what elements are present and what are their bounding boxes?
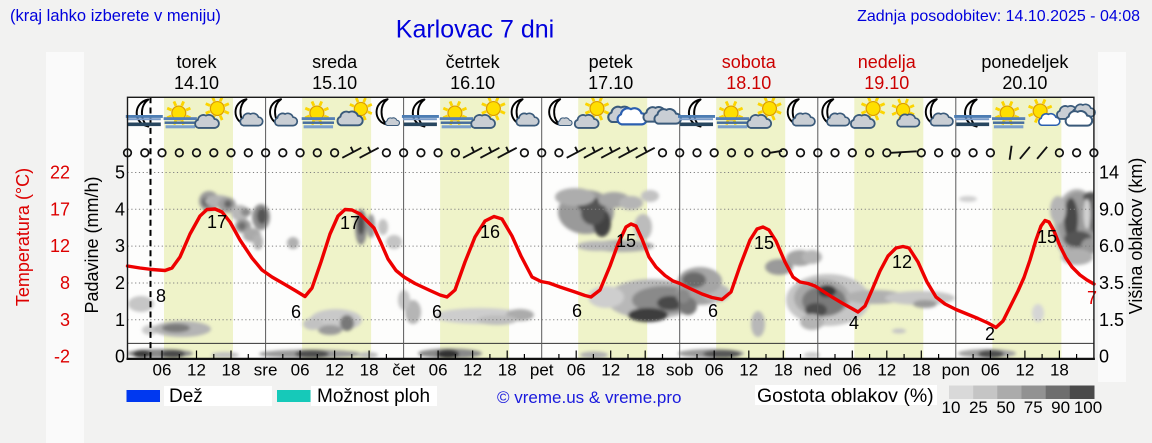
svg-text:17: 17: [340, 213, 360, 233]
svg-text:Zadnja posodobitev: 14.10.2025: Zadnja posodobitev: 14.10.2025 - 04:08: [857, 8, 1140, 25]
svg-text:četrtek: četrtek: [446, 52, 501, 72]
svg-text:12: 12: [877, 361, 896, 380]
svg-text:25: 25: [969, 398, 988, 417]
svg-text:Karlovac 7 dni: Karlovac 7 dni: [396, 16, 554, 44]
svg-text:12: 12: [601, 361, 620, 380]
svg-text:4: 4: [849, 313, 859, 333]
svg-text:22: 22: [50, 163, 70, 183]
svg-text:17: 17: [50, 199, 70, 219]
svg-text:19.10: 19.10: [864, 73, 909, 93]
svg-text:1: 1: [115, 310, 125, 330]
svg-text:7: 7: [1087, 288, 1097, 308]
svg-text:12: 12: [739, 361, 758, 380]
svg-text:06: 06: [567, 361, 586, 380]
svg-text:Višina oblakov (km): Višina oblakov (km): [1126, 158, 1146, 315]
svg-text:06: 06: [291, 361, 310, 380]
svg-text:06: 06: [981, 361, 1000, 380]
svg-text:3: 3: [115, 236, 125, 256]
svg-text:2: 2: [985, 324, 995, 344]
svg-text:50: 50: [996, 398, 1015, 417]
svg-text:2: 2: [115, 273, 125, 293]
svg-text:6: 6: [572, 301, 582, 321]
svg-text:18: 18: [636, 361, 655, 380]
svg-text:4: 4: [115, 199, 125, 219]
svg-text:nedelja: nedelja: [858, 52, 917, 72]
svg-text:18: 18: [498, 361, 517, 380]
svg-text:06: 06: [705, 361, 724, 380]
svg-text:9.0: 9.0: [1099, 199, 1124, 219]
svg-text:8: 8: [60, 273, 70, 293]
svg-text:14: 14: [1099, 163, 1119, 183]
svg-text:(kraj lahko izberete v meniju): (kraj lahko izberete v meniju): [10, 7, 221, 25]
svg-text:petek: petek: [589, 52, 634, 72]
svg-text:3: 3: [60, 310, 70, 330]
svg-text:3.5: 3.5: [1099, 273, 1124, 293]
svg-text:18: 18: [360, 361, 379, 380]
svg-text:pet: pet: [530, 361, 554, 380]
svg-text:torek: torek: [176, 52, 217, 72]
svg-text:15: 15: [754, 233, 774, 253]
svg-text:15.10: 15.10: [312, 73, 357, 93]
svg-text:18.10: 18.10: [726, 73, 771, 93]
svg-text:6: 6: [432, 302, 442, 322]
svg-text:6: 6: [291, 302, 301, 322]
svg-text:© vreme.us & vreme.pro: © vreme.us & vreme.pro: [497, 388, 681, 407]
svg-text:100: 100: [1074, 398, 1102, 417]
svg-text:06: 06: [153, 361, 172, 380]
svg-text:75: 75: [1024, 398, 1043, 417]
svg-text:sob: sob: [666, 361, 693, 380]
svg-text:Padavine (mm/h): Padavine (mm/h): [82, 176, 102, 313]
svg-text:ponedeljek: ponedeljek: [981, 52, 1069, 72]
svg-text:1.5: 1.5: [1099, 310, 1124, 330]
svg-text:Možnost ploh: Možnost ploh: [317, 386, 430, 407]
svg-text:18: 18: [222, 361, 241, 380]
svg-text:0: 0: [115, 347, 125, 367]
svg-text:pon: pon: [942, 361, 970, 380]
svg-text:12: 12: [892, 252, 912, 272]
svg-text:17: 17: [207, 212, 227, 232]
svg-text:Gostota oblakov (%): Gostota oblakov (%): [757, 385, 934, 407]
svg-text:Dež: Dež: [169, 386, 203, 407]
svg-text:5: 5: [115, 163, 125, 183]
svg-text:12: 12: [325, 361, 344, 380]
svg-text:18: 18: [774, 361, 793, 380]
svg-text:12: 12: [1015, 361, 1034, 380]
svg-text:17.10: 17.10: [588, 73, 633, 93]
svg-text:90: 90: [1051, 398, 1070, 417]
svg-text:sreda: sreda: [312, 52, 358, 72]
svg-text:06: 06: [843, 361, 862, 380]
svg-text:12: 12: [50, 236, 70, 256]
svg-text:6: 6: [708, 301, 718, 321]
svg-text:06: 06: [429, 361, 448, 380]
svg-text:6.0: 6.0: [1099, 236, 1124, 256]
svg-text:0: 0: [1099, 347, 1109, 367]
svg-text:sobota: sobota: [722, 52, 777, 72]
svg-text:18: 18: [1050, 361, 1069, 380]
svg-text:18: 18: [912, 361, 931, 380]
svg-text:16.10: 16.10: [450, 73, 495, 93]
svg-text:14.10: 14.10: [174, 73, 219, 93]
svg-text:Temperatura (°C): Temperatura (°C): [13, 168, 33, 306]
svg-text:čet: čet: [392, 361, 415, 380]
svg-text:ned: ned: [804, 361, 832, 380]
svg-text:15: 15: [1037, 227, 1057, 247]
svg-text:20.10: 20.10: [1002, 73, 1047, 93]
svg-text:sre: sre: [254, 361, 278, 380]
svg-text:16: 16: [480, 222, 500, 242]
svg-text:8: 8: [156, 286, 166, 306]
svg-text:12: 12: [187, 361, 206, 380]
svg-text:15: 15: [616, 231, 636, 251]
svg-text:-2: -2: [54, 347, 70, 367]
svg-text:10: 10: [942, 398, 961, 417]
svg-text:12: 12: [463, 361, 482, 380]
